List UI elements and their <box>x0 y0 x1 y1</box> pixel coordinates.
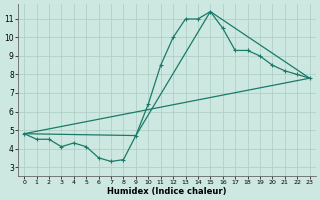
X-axis label: Humidex (Indice chaleur): Humidex (Indice chaleur) <box>107 187 227 196</box>
